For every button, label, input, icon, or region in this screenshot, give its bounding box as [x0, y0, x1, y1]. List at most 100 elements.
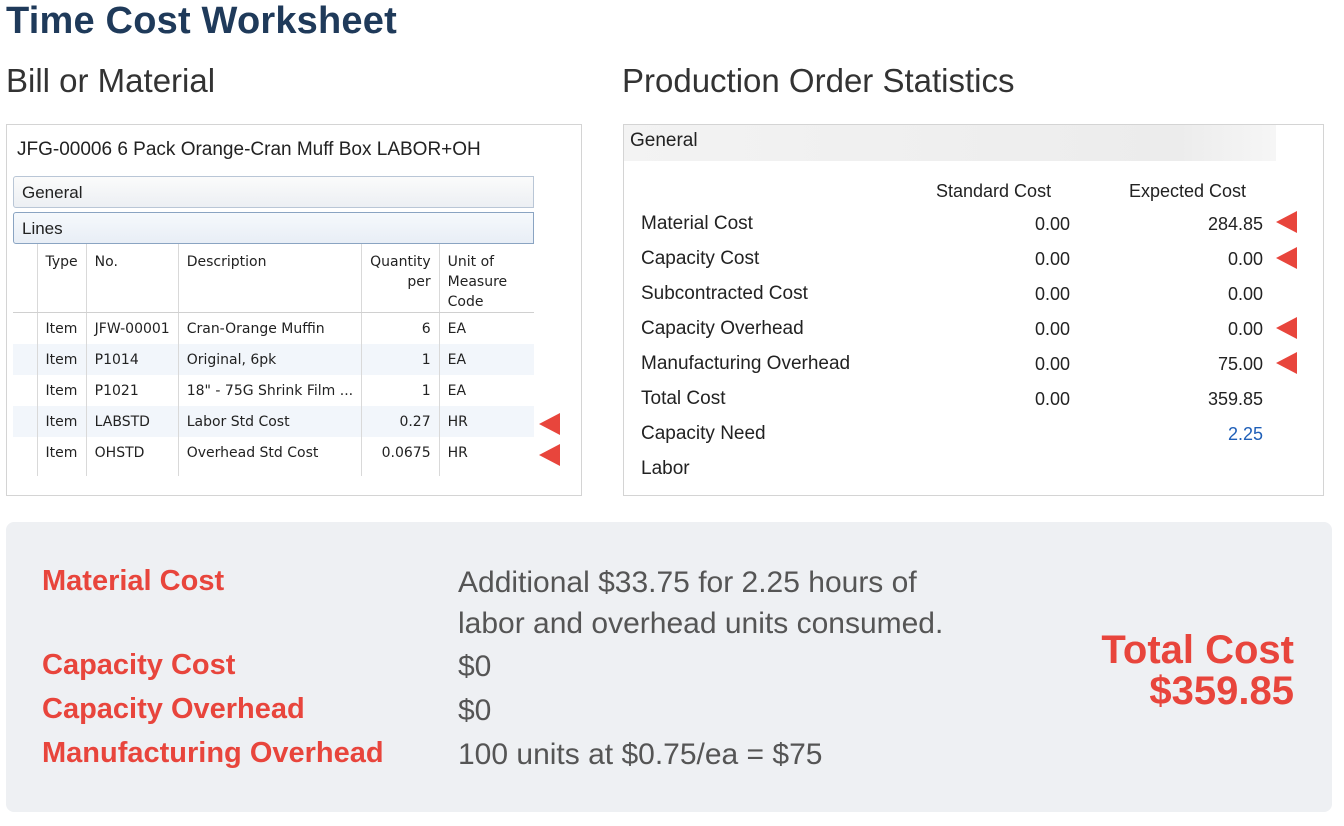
- cell-no[interactable]: OHSTD: [86, 437, 179, 468]
- stat-expected-material-cost: 284.85: [1207, 214, 1263, 234]
- row-selector[interactable]: [13, 375, 38, 406]
- fasttab-general[interactable]: General: [13, 176, 534, 208]
- stat-standard-manufacturing-overhead: 0.00: [1034, 354, 1070, 374]
- summary-value-manufacturing-overhead: 100 units at $0.75/ea = $75: [458, 738, 823, 771]
- column-header-quantity-per[interactable]: Quantity per: [361, 244, 440, 313]
- cell-no[interactable]: JFW-00001: [86, 312, 179, 344]
- row-selector[interactable]: [13, 312, 38, 344]
- cell-uom[interactable]: EA: [439, 344, 534, 375]
- summary-label-capacity-overhead: Capacity Overhead: [42, 693, 305, 725]
- cell-description[interactable]: Cran-Orange Muffin: [178, 312, 363, 344]
- column-header-type[interactable]: Type: [37, 244, 87, 313]
- bom-lines-table: Type No. Description Quantity per Unit o…: [13, 244, 534, 476]
- table-row[interactable]: Item P1014 Original, 6pk 1 EA: [13, 344, 534, 375]
- stat-label-capacity-need: Capacity Need: [641, 423, 766, 444]
- cell-type[interactable]: Item: [37, 375, 87, 406]
- stat-standard-total-cost: 0.00: [1034, 389, 1070, 409]
- stat-label-total-cost: Total Cost: [641, 388, 726, 409]
- row-selector[interactable]: [13, 406, 38, 437]
- cell-uom[interactable]: HR: [447, 444, 468, 461]
- stat-expected-total-cost: 359.85: [1207, 389, 1263, 409]
- table-row[interactable]: Item P1021 18" - 75G Shrink Film ... 1 E…: [13, 375, 534, 406]
- cell-empty: [86, 468, 179, 476]
- stat-label-material-cost: Material Cost: [641, 213, 753, 234]
- stat-standard-material-cost: 0.00: [1034, 214, 1070, 234]
- stats-section-title: Production Order Statistics: [622, 62, 1015, 99]
- cell-no[interactable]: P1021: [86, 375, 179, 406]
- table-row[interactable]: Item OHSTD Overhead Std Cost 0.0675 HR: [13, 437, 534, 468]
- cell-description[interactable]: Original, 6pk: [178, 344, 363, 375]
- summary-total-value: $359.85: [1149, 669, 1294, 713]
- quantity-header-line1: Quantity: [370, 254, 431, 270]
- stats-window: General Standard Cost Expected Cost Mate…: [623, 124, 1324, 496]
- cell-type[interactable]: Item: [37, 312, 87, 344]
- summary-total-label: Total Cost: [1101, 628, 1294, 672]
- uom-header-line2: Measure: [447, 274, 508, 290]
- red-arrow-marker-icon: [1276, 247, 1297, 269]
- red-arrow-marker-icon: [1276, 317, 1297, 339]
- stat-expected-capacity-need-link[interactable]: 2.25: [1227, 424, 1263, 444]
- cell-no[interactable]: P1014: [86, 344, 179, 375]
- row-selector: [13, 468, 38, 476]
- summary-label-manufacturing-overhead: Manufacturing Overhead: [42, 737, 384, 769]
- stat-expected-capacity-overhead: 0.00: [1227, 319, 1263, 339]
- summary-panel: Material Cost Additional $33.75 for 2.25…: [6, 522, 1332, 812]
- red-arrow-marker-icon: [1276, 352, 1297, 374]
- red-arrow-marker-icon: [1276, 211, 1297, 233]
- cell-empty: [439, 468, 534, 476]
- column-header-standard-cost: Standard Cost: [936, 181, 1052, 201]
- cell-no[interactable]: LABSTD: [86, 406, 179, 437]
- red-arrow-marker-icon: [539, 444, 560, 466]
- cell-type[interactable]: Item: [37, 437, 87, 468]
- uom-header-line1: Unit of: [447, 254, 495, 270]
- cell-description[interactable]: 18" - 75G Shrink Film ...: [178, 375, 363, 406]
- stat-expected-subcontracted-cost: 0.00: [1227, 284, 1263, 304]
- cell-type[interactable]: Item: [37, 344, 87, 375]
- page-title: Time Cost Worksheet: [6, 0, 397, 42]
- column-header-uom[interactable]: Unit of Measure Code: [439, 244, 534, 313]
- row-selector-header: [13, 244, 38, 313]
- summary-total-cost: Total Cost $359.85: [1101, 630, 1294, 712]
- stat-label-labor: Labor: [641, 458, 690, 479]
- cell-quantity[interactable]: 0.0675: [361, 437, 440, 468]
- cell-empty: [37, 468, 87, 476]
- row-selector[interactable]: [13, 344, 38, 375]
- bom-window: JFG-00006 6 Pack Orange-Cran Muff Box LA…: [6, 124, 582, 496]
- cell-description[interactable]: Labor Std Cost: [178, 406, 363, 437]
- cell-quantity[interactable]: 0.27: [361, 406, 440, 437]
- summary-value-capacity-overhead: $0: [458, 694, 492, 727]
- stats-fasttab-general[interactable]: General: [624, 125, 1276, 161]
- table-row[interactable]: Item LABSTD Labor Std Cost 0.27 HR: [13, 406, 534, 437]
- stat-label-capacity-overhead: Capacity Overhead: [641, 318, 804, 339]
- table-row[interactable]: Item JFW-00001 Cran-Orange Muffin 6 EA: [13, 312, 534, 344]
- column-header-description[interactable]: Description: [178, 244, 363, 313]
- table-header-row: Type No. Description Quantity per Unit o…: [13, 244, 534, 313]
- row-selector[interactable]: [13, 437, 38, 468]
- summary-label-material-cost: Material Cost: [42, 565, 225, 597]
- fasttab-lines[interactable]: Lines: [13, 212, 534, 244]
- summary-material-line1: Additional $33.75 for 2.25 hours of: [458, 566, 917, 599]
- stat-label-capacity-cost: Capacity Cost: [641, 248, 760, 269]
- cell-type[interactable]: Item: [37, 406, 87, 437]
- cell-empty: [178, 468, 363, 476]
- stat-standard-subcontracted-cost: 0.00: [1034, 284, 1070, 304]
- table-row-empty: [13, 468, 534, 476]
- bom-section-title: Bill or Material: [6, 62, 216, 99]
- cell-uom[interactable]: EA: [447, 382, 467, 399]
- cell-uom[interactable]: HR: [439, 406, 534, 437]
- stat-label-manufacturing-overhead: Manufacturing Overhead: [641, 353, 851, 374]
- stat-standard-capacity-overhead: 0.00: [1034, 319, 1070, 339]
- quantity-header-line2: per: [407, 274, 431, 290]
- summary-material-line2: labor and overhead units consumed.: [458, 607, 944, 640]
- cell-quantity[interactable]: 1: [361, 344, 440, 375]
- column-header-no[interactable]: No.: [86, 244, 179, 313]
- stat-expected-capacity-cost: 0.00: [1227, 249, 1263, 269]
- cell-quantity[interactable]: 6: [361, 312, 440, 344]
- column-header-expected-cost: Expected Cost: [1129, 181, 1247, 201]
- cell-quantity[interactable]: 1: [361, 375, 440, 406]
- cell-uom[interactable]: EA: [447, 320, 467, 337]
- summary-material-description: Additional $33.75 for 2.25 hours of labo…: [458, 562, 943, 644]
- bom-header: JFG-00006 6 Pack Orange-Cran Muff Box LA…: [17, 139, 481, 160]
- stat-standard-capacity-cost: 0.00: [1034, 249, 1070, 269]
- cell-description[interactable]: Overhead Std Cost: [178, 437, 363, 468]
